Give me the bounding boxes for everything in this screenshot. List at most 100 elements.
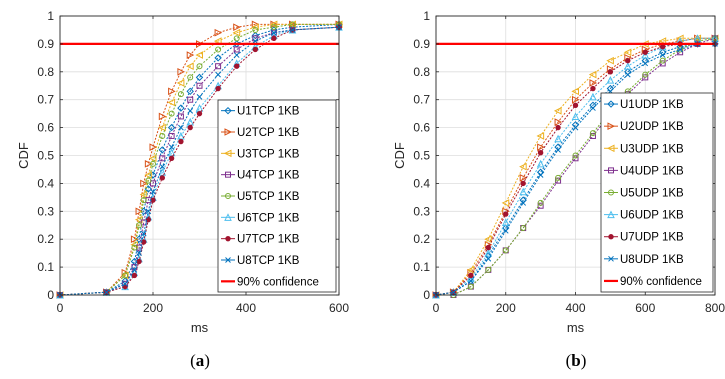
y-tick-label: 0.7 xyxy=(37,93,54,107)
data-point xyxy=(122,280,128,287)
data-point xyxy=(252,26,259,33)
y-tick-label: 0 xyxy=(423,288,430,302)
data-point xyxy=(131,244,138,251)
chart-panel-b: 0 200 400 600 800 0 0.1 0.2 0.3 0.4 0.5 0.6 0.7 0.8 0.… xyxy=(392,9,725,370)
legend-marker xyxy=(223,149,232,158)
data-point xyxy=(167,123,176,132)
legend-label: U2UDP 1KB xyxy=(620,121,684,133)
data-point xyxy=(485,244,492,251)
legend-entry: U2UDP 1KB xyxy=(604,121,684,133)
data-point xyxy=(215,85,221,92)
y-axis-label: CDF xyxy=(392,142,407,169)
data-point xyxy=(150,180,156,187)
legend-entry: U4UDP 1KB xyxy=(604,165,684,177)
legend-label: U7UDP 1KB xyxy=(620,232,684,244)
data-point xyxy=(589,130,596,137)
data-point xyxy=(196,82,203,89)
data-point xyxy=(571,87,579,96)
data-point xyxy=(571,112,580,120)
data-point xyxy=(270,24,277,31)
y-tick-label: 0.2 xyxy=(413,232,430,246)
data-point xyxy=(168,132,175,139)
panel-caption-letter: b xyxy=(571,351,580,370)
data-point xyxy=(502,247,509,254)
y-tick-label: 0.4 xyxy=(413,176,430,190)
data-point xyxy=(642,49,648,55)
data-point xyxy=(536,132,545,140)
data-point xyxy=(677,46,684,53)
data-point xyxy=(624,71,631,78)
y-tick-label: 1 xyxy=(47,9,54,23)
data-point xyxy=(537,199,544,206)
x-axis-label: ms xyxy=(567,320,585,335)
legend-entry: U5TCP 1KB xyxy=(221,191,300,203)
data-point xyxy=(233,46,240,53)
y-tick-label: 0.6 xyxy=(413,121,430,135)
legend-marker xyxy=(608,255,614,262)
legend-label: U8TCP 1KB xyxy=(237,255,300,267)
legend-marker xyxy=(225,257,231,263)
y-tick-label: 0.9 xyxy=(413,37,430,51)
data-point xyxy=(468,278,474,284)
data-point xyxy=(177,113,184,120)
legend-label: 90% confidence xyxy=(620,276,702,288)
data-point xyxy=(450,289,457,296)
data-point xyxy=(485,266,492,273)
data-point xyxy=(677,46,683,53)
data-point xyxy=(501,218,510,226)
data-point xyxy=(215,71,221,78)
data-point xyxy=(178,124,184,131)
data-point xyxy=(140,179,148,188)
data-point xyxy=(139,190,148,199)
legend-entry: U7UDP 1KB xyxy=(604,232,684,244)
data-point xyxy=(159,163,166,170)
data-point xyxy=(135,207,144,216)
data-point xyxy=(590,105,596,111)
x-tick-label: 800 xyxy=(705,301,725,315)
x-tick-label: 0 xyxy=(57,301,64,315)
legend-entry: U1TCP 1KB xyxy=(221,106,300,118)
data-point xyxy=(520,225,527,232)
legend-box xyxy=(217,99,337,293)
data-point xyxy=(144,160,153,168)
legend-entry: 90% confidence xyxy=(221,276,319,288)
legend-marker xyxy=(608,167,614,174)
data-point xyxy=(150,188,156,195)
data-point xyxy=(148,154,157,163)
data-point xyxy=(271,29,277,36)
data-point xyxy=(144,171,152,179)
legend-label: U7TCP 1KB xyxy=(237,234,300,246)
series-8 xyxy=(57,24,342,298)
data-point xyxy=(554,118,563,126)
y-axis-label: CDF xyxy=(16,142,31,169)
legend-label: U4UDP 1KB xyxy=(620,165,684,177)
data-point xyxy=(467,283,474,290)
data-point xyxy=(252,38,259,44)
data-point xyxy=(186,51,195,59)
legend: U1UDP 1KB U2UDP 1KB U3UDP 1KB U4UDP 1KB U5UD… xyxy=(600,92,714,293)
series-line xyxy=(59,23,339,296)
data-point xyxy=(519,174,528,182)
data-point xyxy=(176,79,185,87)
data-point xyxy=(177,91,184,98)
y-tick-label: 0.2 xyxy=(37,232,54,246)
data-point xyxy=(553,107,562,115)
x-tick-label: 600 xyxy=(329,301,349,315)
data-point xyxy=(271,35,277,42)
data-point xyxy=(159,175,166,181)
series-line xyxy=(435,43,715,296)
legend-box xyxy=(600,92,714,293)
data-point xyxy=(485,255,492,262)
data-point xyxy=(103,289,110,296)
data-point xyxy=(554,134,562,143)
data-point xyxy=(158,112,167,121)
data-point xyxy=(623,48,632,57)
series-8 xyxy=(433,41,718,298)
legend-entry: U6TCP 1KB xyxy=(221,212,300,224)
data-point xyxy=(641,50,650,59)
data-point xyxy=(196,94,203,100)
legend-marker xyxy=(225,171,231,178)
y-tick-label: 0.5 xyxy=(413,149,430,163)
y-tick-label: 0.8 xyxy=(37,65,54,79)
